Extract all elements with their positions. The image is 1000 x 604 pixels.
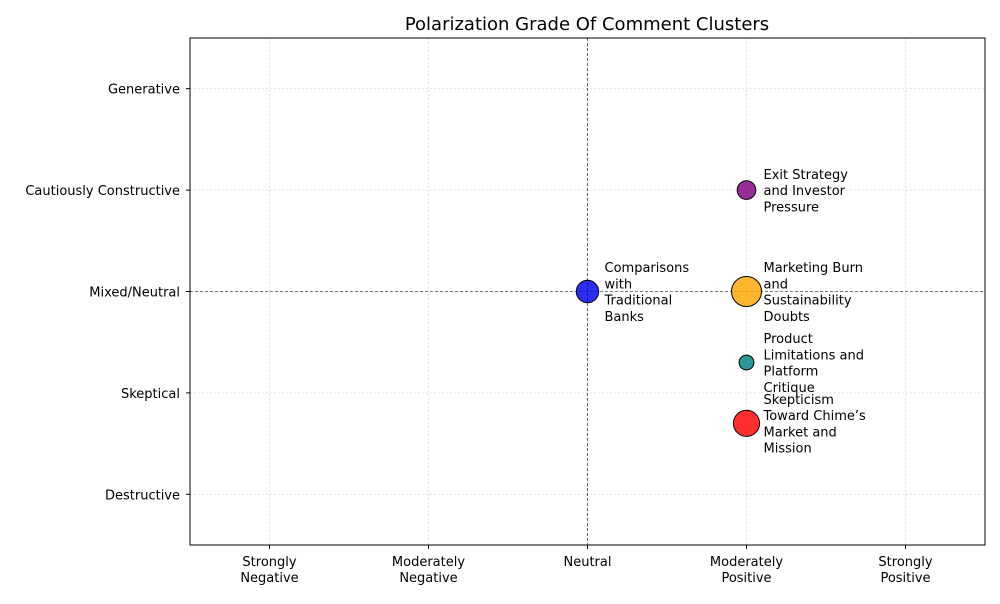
bubble-label: Skepticism Toward Chime’s Market and Missio… (763, 393, 867, 457)
bubble-label: Comparisons with Traditional Banks (604, 261, 690, 325)
y-tick-label: Generative (108, 83, 180, 98)
bubble-layer (575, 180, 762, 437)
bubble-label: Exit Strategy and Investor Pressure (764, 168, 849, 215)
x-tick-label: Neutral (564, 555, 612, 570)
chart-title: Polarization Grade Of Comment Clusters (405, 14, 769, 35)
bubble-label: Marketing Burn and Sustainability Doubts (764, 261, 863, 325)
bubble-point (732, 409, 761, 437)
x-tick-label: Moderately Negative (392, 555, 465, 586)
y-tick-label: Destructive (105, 488, 180, 503)
bubble-label-layer: Exit Strategy and Investor Pressure Compari… (604, 168, 867, 457)
bubble-label: Product Limitations and Platform Critique (764, 332, 864, 396)
y-tick-label: Skeptical (121, 387, 180, 402)
bubble-point (575, 279, 600, 304)
y-axis-ticks: Destructive Skeptical Mixed/Neutral Cautiou… (25, 83, 190, 503)
bubble-point (736, 180, 757, 200)
x-tick-label: Strongly Negative (240, 555, 298, 586)
x-tick-label: Strongly Positive (878, 555, 932, 586)
x-axis-ticks: Strongly Negative Moderately Negative Neutra… (240, 545, 933, 586)
y-tick-label: Mixed/Neutral (89, 286, 180, 301)
x-tick-label: Moderately Positive (710, 555, 783, 586)
y-tick-label: Cautiously Constructive (25, 184, 180, 199)
bubble-point (731, 276, 762, 307)
plot-frame (189, 37, 986, 546)
bubble-point (738, 354, 755, 371)
